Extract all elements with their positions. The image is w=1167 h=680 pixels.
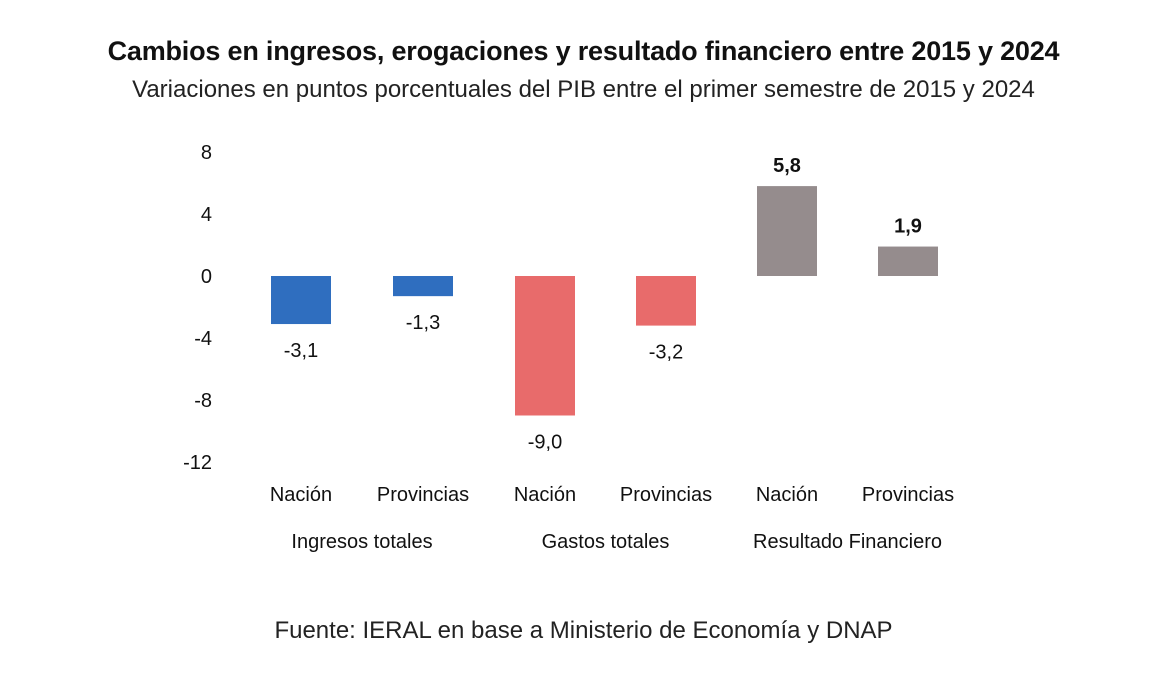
category-label: Provincias [620,484,712,506]
bar [515,276,575,416]
y-tick-label: 0 [201,266,212,288]
group-label: Gastos totales [542,531,670,553]
bar [636,276,696,326]
y-tick-label: 4 [201,204,212,226]
bar [757,186,817,276]
category-label: Nación [514,484,576,506]
category-label: Provincias [862,484,954,506]
y-tick-label: -12 [183,452,212,474]
data-label: -3,2 [649,342,683,364]
data-label: -3,1 [284,340,318,362]
data-label: -1,3 [406,312,440,334]
bar-chart: 8 4 0 -4 -8 -12 -3,1 Nación -1,3 Provincias -9,0 Na… [183,142,954,553]
bar [393,276,453,297]
group-label: Ingresos totales [291,531,432,553]
category-label: Provincias [377,484,469,506]
y-tick-label: -4 [194,328,212,350]
y-tick-label: -8 [194,390,212,412]
chart-subtitle: Variaciones en puntos porcentuales del P… [132,76,1035,103]
category-label: Nación [270,484,332,506]
data-label: 1,9 [894,216,922,238]
chart-title: Cambios en ingresos, erogaciones y resul… [107,36,1060,66]
y-tick-label: 8 [201,142,212,164]
data-label: 5,8 [773,155,801,177]
category-label: Nación [756,484,818,506]
source-note: Fuente: IERAL en base a Ministerio de Ec… [274,617,893,644]
data-label: -9,0 [528,432,562,454]
bar [878,246,938,276]
bar [271,276,331,325]
group-label: Resultado Financiero [753,531,942,553]
